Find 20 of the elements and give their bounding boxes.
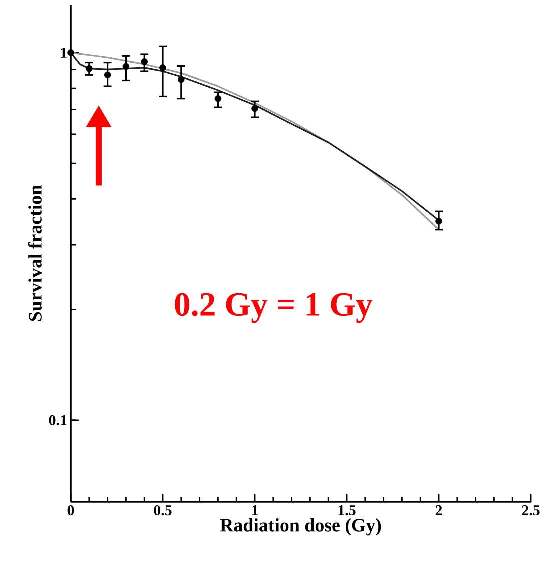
- x-tick-label: 0: [68, 506, 74, 516]
- point: [104, 72, 112, 79]
- x-tick-label: 1: [252, 506, 258, 516]
- x-tick-label: 2.5: [522, 506, 540, 516]
- y-tick-label: 0.1: [49, 415, 67, 426]
- point: [214, 95, 222, 102]
- point: [160, 64, 166, 72]
- point: [141, 58, 148, 66]
- point: [122, 63, 130, 70]
- x-tick-label: 2: [436, 506, 442, 516]
- point: [436, 218, 442, 225]
- x-tick-label: 0.5: [154, 506, 172, 516]
- point: [86, 65, 93, 72]
- x-axis-title: Radiation dose (Gy): [220, 518, 382, 536]
- point: [68, 50, 74, 56]
- x-tick-label: 1.5: [338, 506, 356, 516]
- point: [252, 105, 258, 112]
- y-axis-title: Survival fraction: [28, 185, 42, 322]
- point: [178, 76, 185, 84]
- annotation: 0.2 Gy = 1 Gy: [175, 293, 373, 324]
